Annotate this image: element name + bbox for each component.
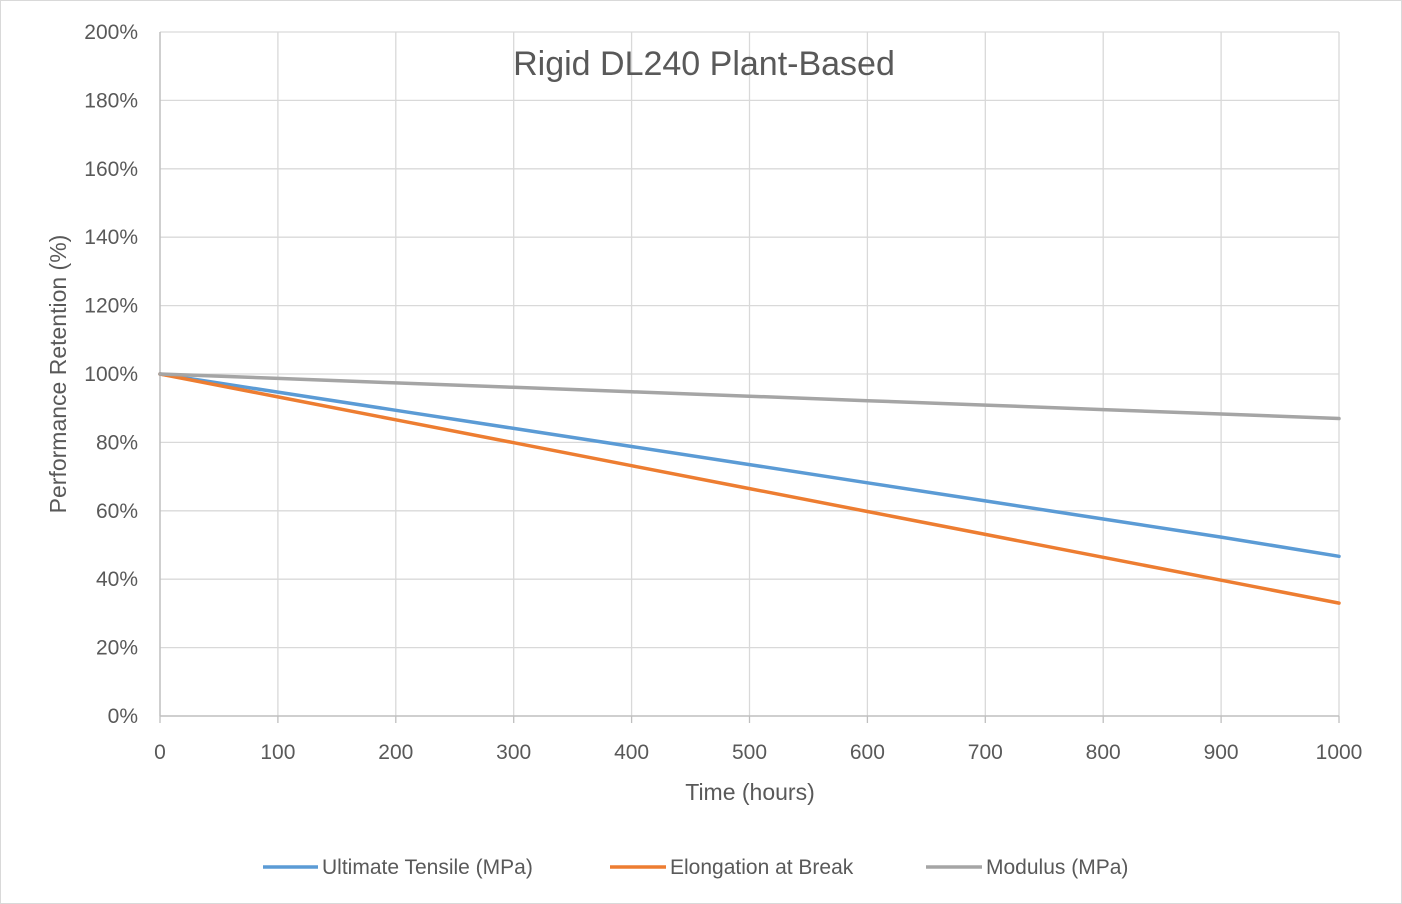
y-tick-label: 180% xyxy=(84,89,138,112)
y-tick-label: 60% xyxy=(96,500,138,523)
x-tick-label: 600 xyxy=(850,741,885,764)
legend-label-1: Elongation at Break xyxy=(670,856,854,879)
x-tick-label: 400 xyxy=(614,741,649,764)
y-axis-title: Performance Retention (%) xyxy=(45,235,71,514)
x-axis-title: Time (hours) xyxy=(685,779,815,805)
x-tick-label: 100 xyxy=(260,741,295,764)
tick-labels: 0% 20% 40% 60% 80% 100% 120% 140% 160% 180% 200% 0 1… xyxy=(84,21,1362,764)
y-tick-label: 140% xyxy=(84,226,138,249)
y-tick-label: 80% xyxy=(96,431,138,454)
gridlines xyxy=(160,31,1340,716)
x-tick-label: 300 xyxy=(496,741,531,764)
y-tick-label: 0% xyxy=(108,705,138,728)
y-tick-label: 200% xyxy=(84,21,138,44)
x-tick-label: 0 xyxy=(154,741,166,764)
y-tick-label: 20% xyxy=(96,637,138,660)
y-tick-label: 40% xyxy=(96,568,138,591)
legend-label-2: Modulus (MPa) xyxy=(986,856,1128,879)
series-line-2 xyxy=(158,372,1341,421)
chart-title: Rigid DL240 Plant-Based xyxy=(513,45,895,83)
x-tick-label: 200 xyxy=(378,741,413,764)
x-tick-label: 800 xyxy=(1086,741,1121,764)
y-tick-label: 120% xyxy=(84,295,138,318)
series-line-0 xyxy=(158,372,1341,559)
x-tick-label: 900 xyxy=(1204,741,1239,764)
y-tick-label: 100% xyxy=(84,363,138,386)
legend: Ultimate Tensile (MPa) Elongation at Brea… xyxy=(263,856,1128,879)
x-tick-label: 700 xyxy=(968,741,1003,764)
x-tick-label: 500 xyxy=(732,741,767,764)
legend-label-0: Ultimate Tensile (MPa) xyxy=(322,856,533,879)
series-line-1 xyxy=(158,372,1341,605)
y-tick-label: 160% xyxy=(84,158,138,181)
series-lines xyxy=(158,372,1341,605)
x-tick-label: 1000 xyxy=(1316,741,1363,764)
